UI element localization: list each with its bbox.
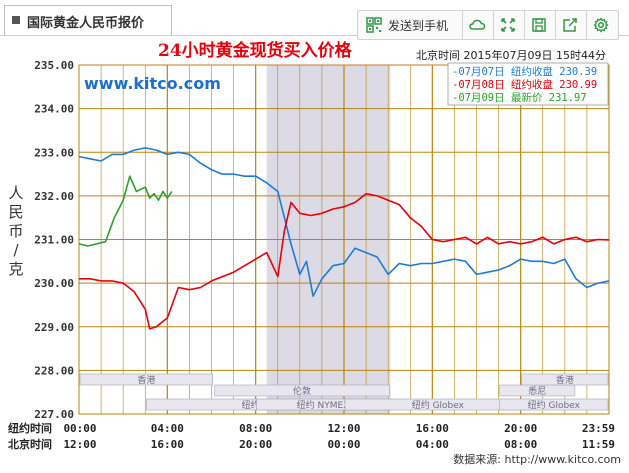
market-session-label: 悉尼 [528,385,546,397]
x-tick-label: 16:00 [416,422,449,435]
x-tick-label: 20:00 [504,422,537,435]
x-tick-label: 00:00 [63,422,96,435]
gold-price-chart: 235.00 234.00 233.00 232.00 231.00 230.00 229.… [0,36,629,469]
x-tick-label: 08:00 [504,438,537,451]
y-axis-label-char: / [13,241,19,259]
y-tick-label: 232.00 [34,190,74,203]
share-button[interactable] [555,11,587,39]
gear-icon [593,17,609,33]
y-tick-label: 228.00 [34,364,74,377]
y-tick-label: 235.00 [34,59,74,72]
expand-button[interactable] [493,11,525,39]
x-tick-label: 11:59 [582,438,615,451]
chart-canvas: 235.00 234.00 233.00 232.00 231.00 230.00 229.… [8,40,615,451]
legend-entry: -07月09日 最新价 231.97 [452,91,587,104]
x-tick-label: 04:00 [416,438,449,451]
series-line-07月09日 [78,175,173,247]
x-tick-label: 08:00 [239,422,272,435]
cloud-icon [469,19,486,30]
y-axis-label-char: 克 [8,260,23,278]
data-source: 数据来源: http://www.kitco.com [453,453,621,466]
series-line-07月07日 [78,147,610,298]
share-icon [563,18,577,32]
toolbar: 发送到手机 [357,10,619,40]
expand-icon [501,18,515,32]
market-session-label: 纽约 Globex [528,399,581,411]
x-tick-label: 04:00 [151,422,184,435]
market-session-label: 香港 [137,374,155,386]
y-axis-label-char: 民 [8,203,23,221]
chart-watermark: www.kitco.com [84,74,221,93]
market-session-label: 伦敦 [293,385,311,397]
market-session-bar [79,373,214,386]
send-to-phone-label: 发送到手机 [388,19,449,33]
x-tick-label: 23:59 [582,422,615,435]
y-axis-label-char: 币 [8,222,23,240]
y-tick-label: 229.00 [34,321,74,334]
x-tick-label: 20:00 [239,438,272,451]
tab-title: 国际黄金人民币报价 [27,16,145,31]
tab-icon [12,16,20,24]
x-tick-label: 16:00 [151,438,184,451]
legend-box [447,62,609,106]
page-tab[interactable]: 国际黄金人民币报价 [4,5,172,35]
x-tick-label: 12:00 [327,422,360,435]
legend-entry: -07月07日 纽约收盘 230.39 [452,65,597,78]
market-session-label: 香港 [556,374,574,386]
market-session-label: 纽约 NYMEX [297,399,350,411]
y-tick-label: 234.00 [34,103,74,116]
cloud-button[interactable] [462,11,494,39]
save-icon [532,18,546,32]
chart-title: 24小时黄金现货买入价格 [158,40,353,61]
x-row-label: 纽约时间 [8,421,52,435]
market-session-bar [214,384,390,397]
y-tick-label: 233.00 [34,146,74,159]
send-to-phone-button[interactable]: 发送到手机 [358,11,463,39]
market-session-bar [499,398,609,411]
series-line-07月08日 [79,192,610,330]
divider [0,35,629,36]
x-tick-label: 12:00 [63,438,96,451]
x-row-label: 北京时间 [8,437,52,451]
settings-button[interactable] [586,11,617,39]
market-session-label: 纽约 Globex [412,399,465,411]
market-session-bar [521,373,609,386]
chart-timestamp: 北京时间 2015年07月09日 15时44分 [416,48,606,62]
qr-code-icon [366,17,382,33]
y-tick-label: 227.00 [34,408,74,421]
y-tick-label: 230.00 [34,277,74,290]
legend-entry: -07月08日 纽约收盘 230.99 [452,78,597,91]
y-axis-label-char: 人 [8,184,23,202]
y-tick-label: 231.00 [34,234,74,247]
save-button[interactable] [524,11,556,39]
x-tick-label: 00:00 [327,438,360,451]
